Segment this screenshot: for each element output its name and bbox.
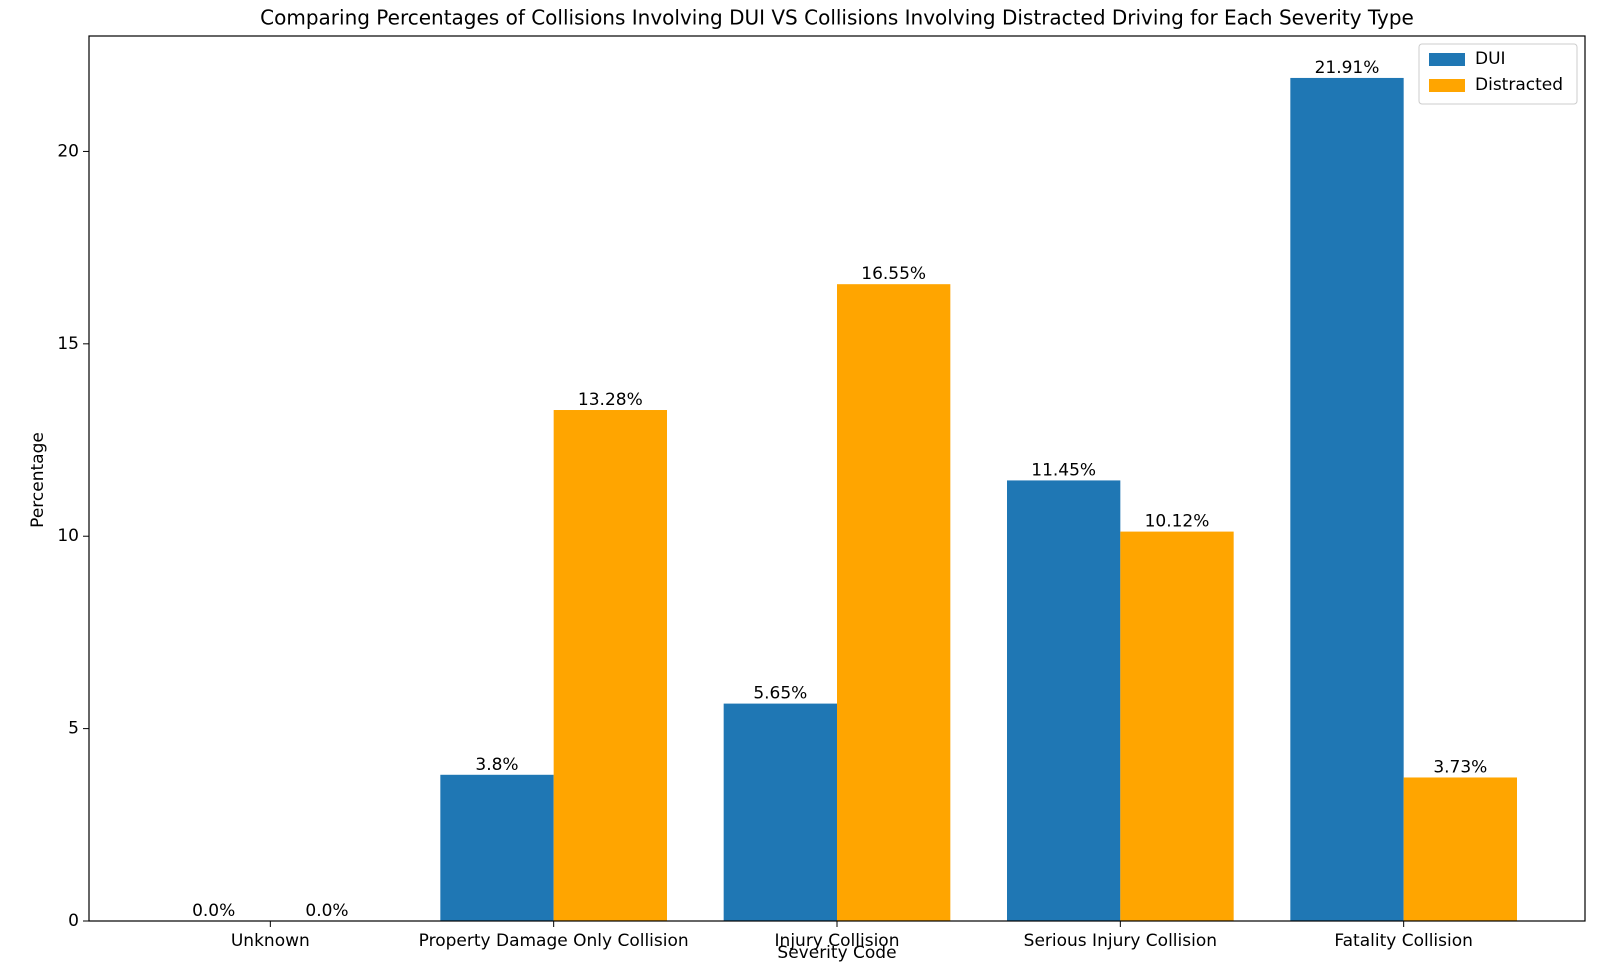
value-label: 11.45% (1031, 460, 1096, 480)
legend: DUI Distracted (1418, 43, 1578, 105)
value-label: 13.28% (578, 390, 643, 410)
bar (440, 774, 554, 921)
x-tick-label: Injury Collision (775, 931, 900, 951)
legend-swatch (1429, 79, 1465, 92)
x-tick-label: Property Damage Only Collision (419, 931, 689, 951)
x-axis-label: Severity Code (777, 943, 896, 962)
y-tick-label: 0 (68, 911, 79, 931)
value-label: 0.0% (192, 901, 235, 921)
bar (837, 284, 951, 921)
y-tick-label: 20 (57, 141, 79, 161)
legend-swatch (1429, 53, 1465, 66)
bar (1403, 777, 1517, 921)
y-axis-label: Percentage (28, 432, 48, 528)
bar (1007, 480, 1121, 921)
value-label: 21.91% (1315, 58, 1380, 78)
y-tick-label: 10 (57, 526, 79, 546)
plot-frame (88, 35, 1586, 922)
x-tick-label: Serious Injury Collision (1024, 931, 1217, 951)
value-label: 3.8% (475, 755, 518, 775)
y-tick-label: 5 (68, 719, 79, 739)
legend-label: Distracted (1475, 75, 1563, 95)
value-label: 5.65% (753, 684, 807, 704)
bar (1120, 531, 1234, 921)
legend-label: DUI (1475, 49, 1506, 69)
x-tick-label: Unknown (231, 931, 310, 951)
bar (723, 703, 837, 921)
x-tick-label: Fatality Collision (1334, 931, 1473, 951)
value-label: 0.0% (305, 901, 348, 921)
value-label: 3.73% (1433, 757, 1487, 777)
y-tick-label: 15 (57, 334, 79, 354)
value-label: 16.55% (861, 264, 926, 284)
value-label: 10.12% (1145, 512, 1210, 532)
bar (1290, 77, 1404, 922)
bar (553, 410, 667, 921)
chart-title: Comparing Percentages of Collisions Invo… (260, 6, 1414, 30)
